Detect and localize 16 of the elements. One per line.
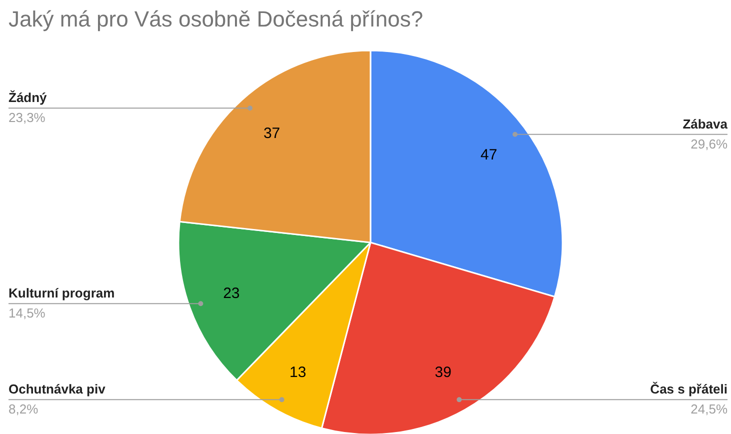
slice-label: Žádný [8,90,48,106]
slice-label: Ochutnávka piv [8,382,106,397]
slice-label: Zábava [682,116,728,132]
text: 24,5% [690,402,728,417]
text: 14,5% [8,306,46,321]
chart-title: Jaký má pro Vás osobně Dočesná přínos? [8,6,424,32]
slice-label: Čas s přáteli [650,382,728,397]
text: 29,6% [690,136,728,152]
text: 8,2% [8,402,38,417]
data-label: 37 [263,124,280,142]
text: 23,3% [8,110,46,126]
data-label: 23 [223,285,240,302]
data-label: 39 [434,364,452,381]
data-label: 13 [290,364,306,381]
data-label: 47 [480,146,498,164]
slice-label: Kulturní program [8,286,115,301]
